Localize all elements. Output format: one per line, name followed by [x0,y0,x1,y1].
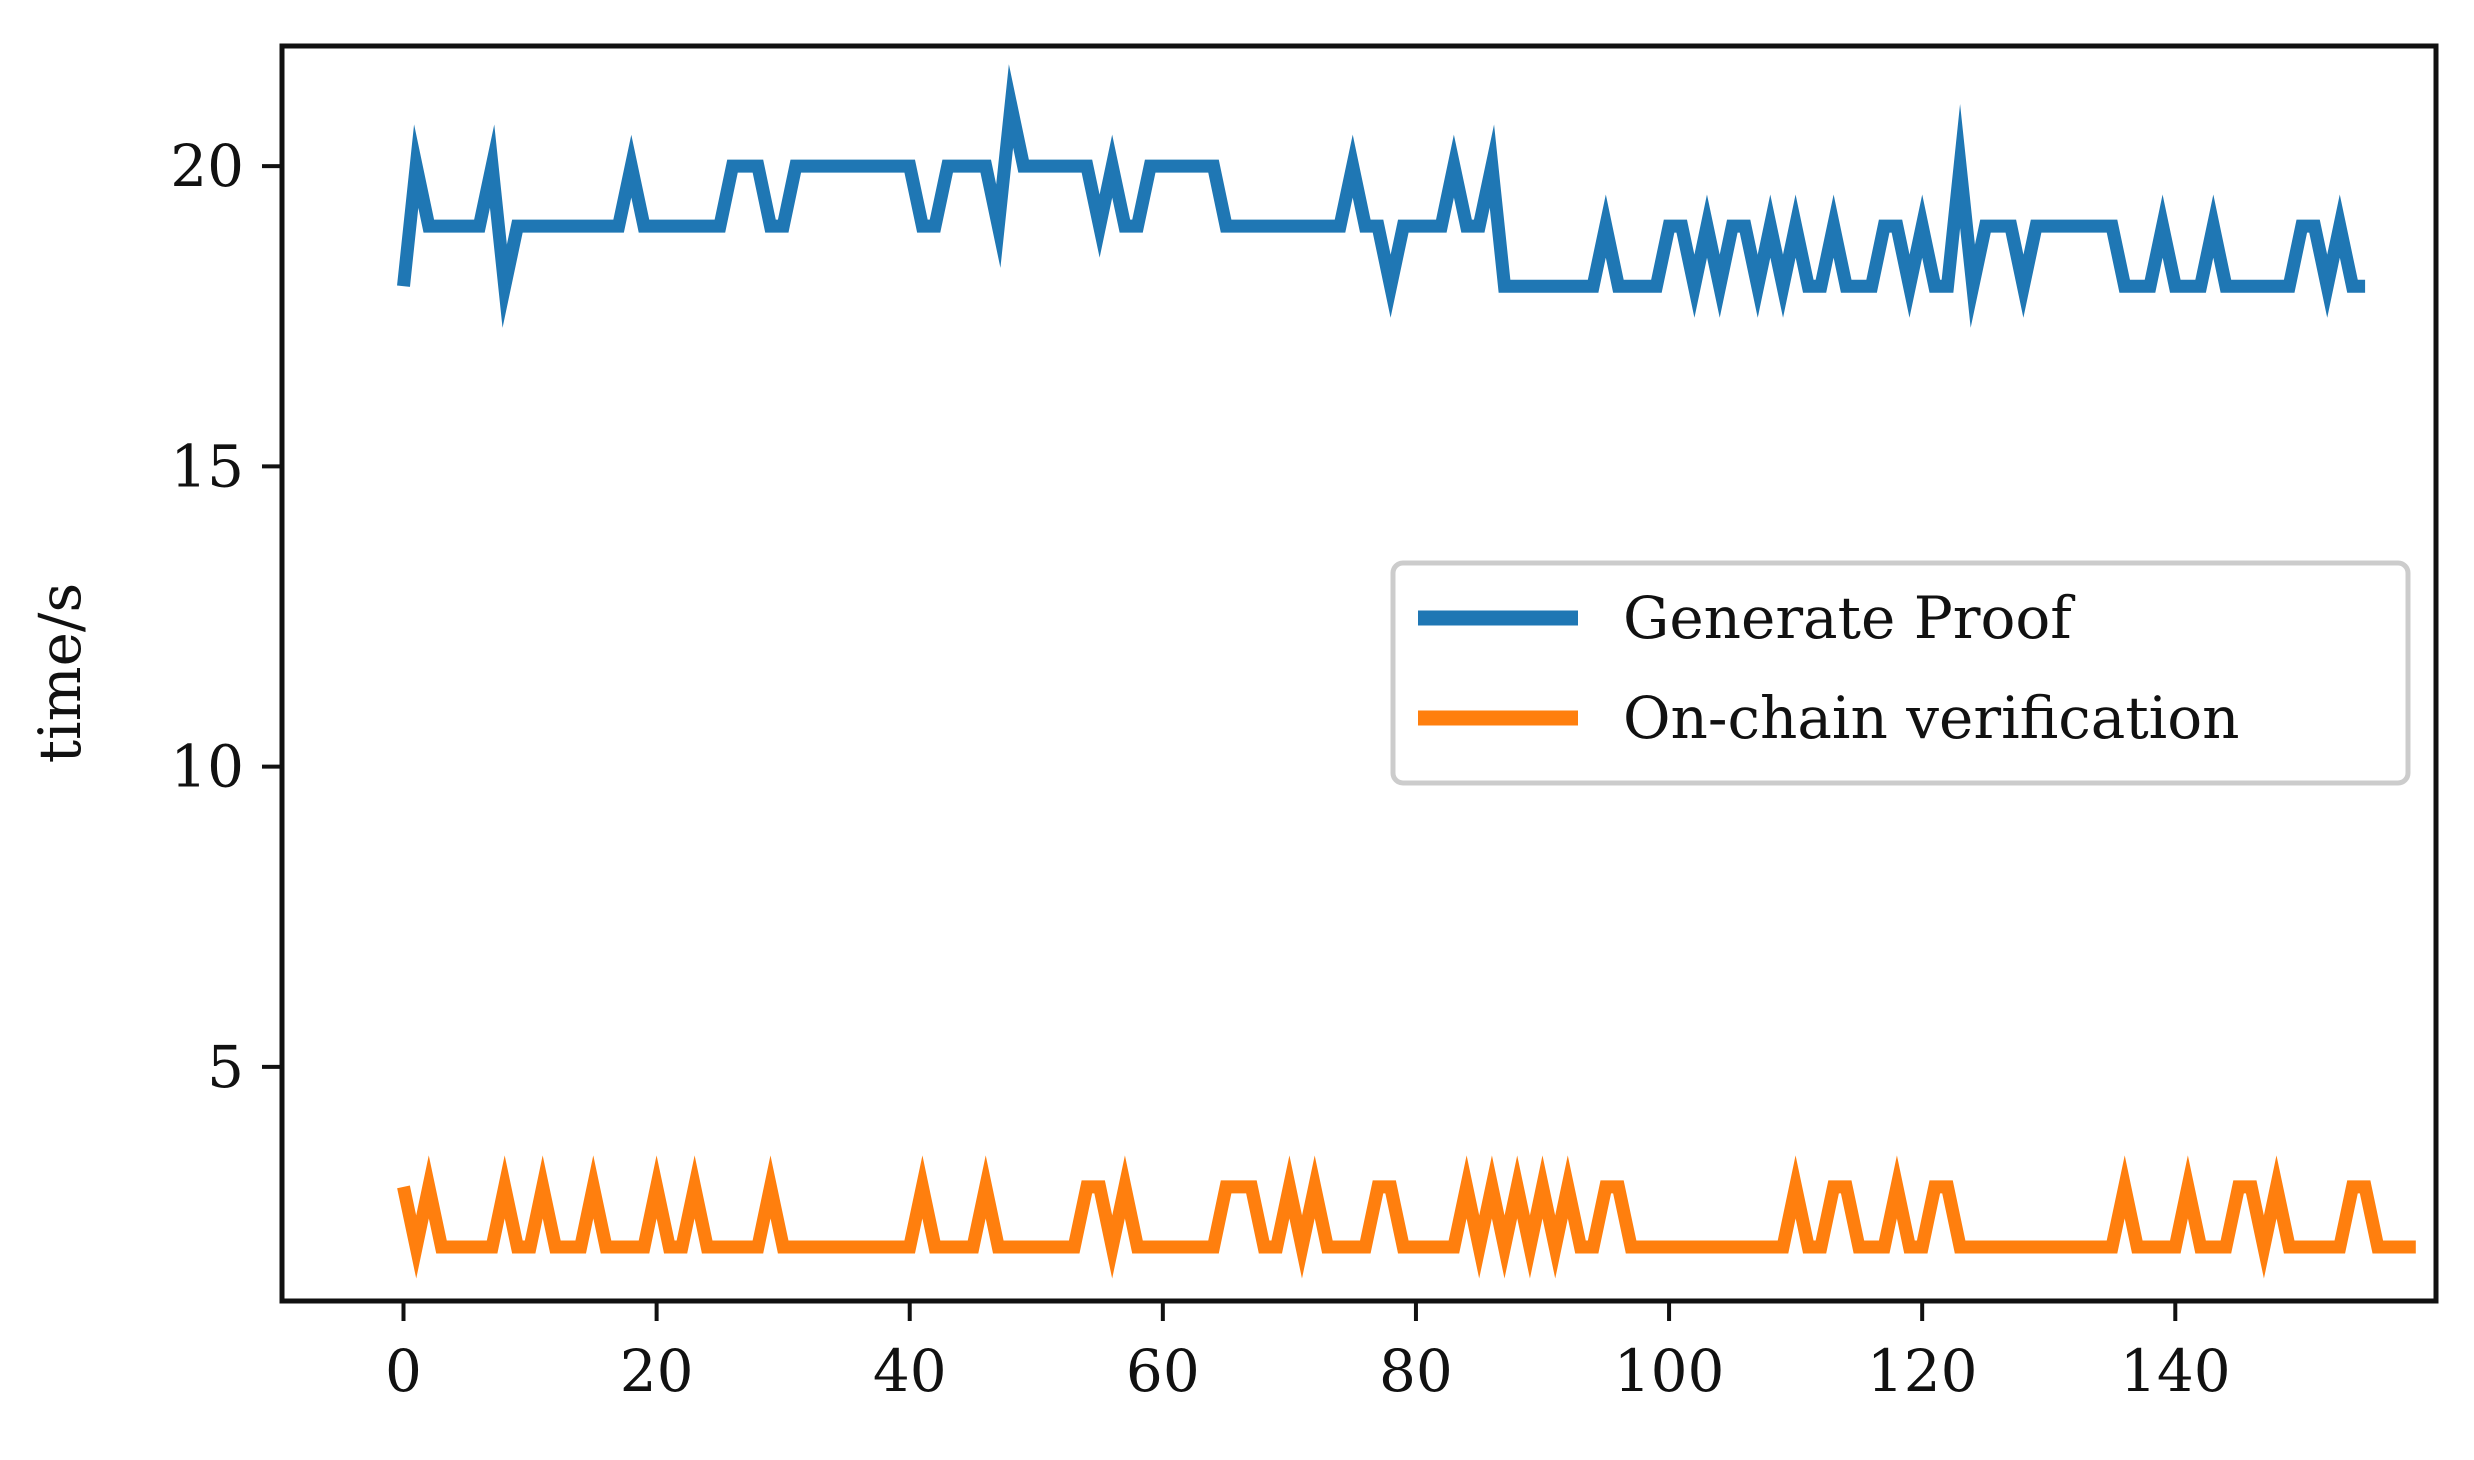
x-tick-label: 60 [1126,1337,1200,1405]
y-tick-label: 20 [170,132,244,200]
x-tick-label: 20 [620,1337,694,1405]
legend: Generate Proof On-chain verification [1390,560,2411,786]
x-tick-label: 140 [2120,1337,2231,1405]
y-tick-label: 10 [170,733,244,801]
series-line-on-chain-verification [397,1155,2416,1279]
legend-label-generate-proof: Generate Proof [1623,584,2075,652]
x-tick-label: 120 [1867,1337,1978,1405]
x-axis: 0 20 40 60 80 100 120 140 [385,1301,2231,1405]
legend-frame [1390,560,2411,786]
series-layer [397,64,2416,1279]
legend-label-on-chain-verification: On-chain verification [1623,684,2240,752]
x-tick-label: 100 [1614,1337,1725,1405]
y-tick-label: 15 [170,432,244,500]
y-axis-label: time/s [26,583,94,764]
plot-frame [279,43,2439,1304]
x-tick-label: 40 [873,1337,947,1405]
series-line-generate-proof [397,64,2366,328]
y-axis: 5 10 15 20 [170,132,282,1101]
y-tick-label: 5 [207,1033,244,1101]
x-tick-label: 0 [385,1337,422,1405]
x-tick-label: 80 [1379,1337,1453,1405]
